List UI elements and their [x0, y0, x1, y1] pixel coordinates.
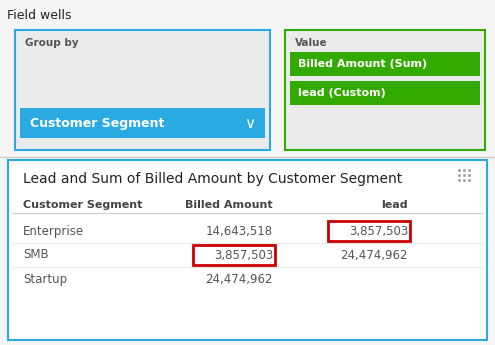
Text: Lead and Sum of Billed Amount by Customer Segment: Lead and Sum of Billed Amount by Custome…: [23, 172, 402, 186]
Text: Billed Amount (Sum): Billed Amount (Sum): [298, 59, 427, 69]
Text: 3,857,503: 3,857,503: [349, 225, 408, 237]
FancyBboxPatch shape: [15, 30, 270, 150]
FancyBboxPatch shape: [20, 108, 265, 138]
Text: ∨: ∨: [245, 116, 255, 130]
FancyBboxPatch shape: [8, 160, 487, 340]
Text: Field wells: Field wells: [7, 9, 71, 22]
Text: 24,474,962: 24,474,962: [205, 273, 273, 286]
Text: SMB: SMB: [23, 248, 49, 262]
Text: Enterprise: Enterprise: [23, 225, 84, 237]
Text: 24,474,962: 24,474,962: [341, 248, 408, 262]
FancyBboxPatch shape: [328, 221, 410, 241]
Text: lead: lead: [381, 200, 408, 210]
FancyBboxPatch shape: [193, 245, 275, 265]
Text: Customer Segment: Customer Segment: [30, 117, 164, 129]
Text: Value: Value: [295, 38, 328, 48]
Text: Group by: Group by: [25, 38, 79, 48]
Text: 3,857,503: 3,857,503: [214, 248, 273, 262]
Text: Customer Segment: Customer Segment: [23, 200, 143, 210]
FancyBboxPatch shape: [290, 81, 480, 105]
FancyBboxPatch shape: [290, 52, 480, 76]
Text: 14,643,518: 14,643,518: [206, 225, 273, 237]
Text: Billed Amount: Billed Amount: [185, 200, 273, 210]
Text: Startup: Startup: [23, 273, 67, 286]
Text: lead (Custom): lead (Custom): [298, 88, 386, 98]
FancyBboxPatch shape: [285, 30, 485, 150]
